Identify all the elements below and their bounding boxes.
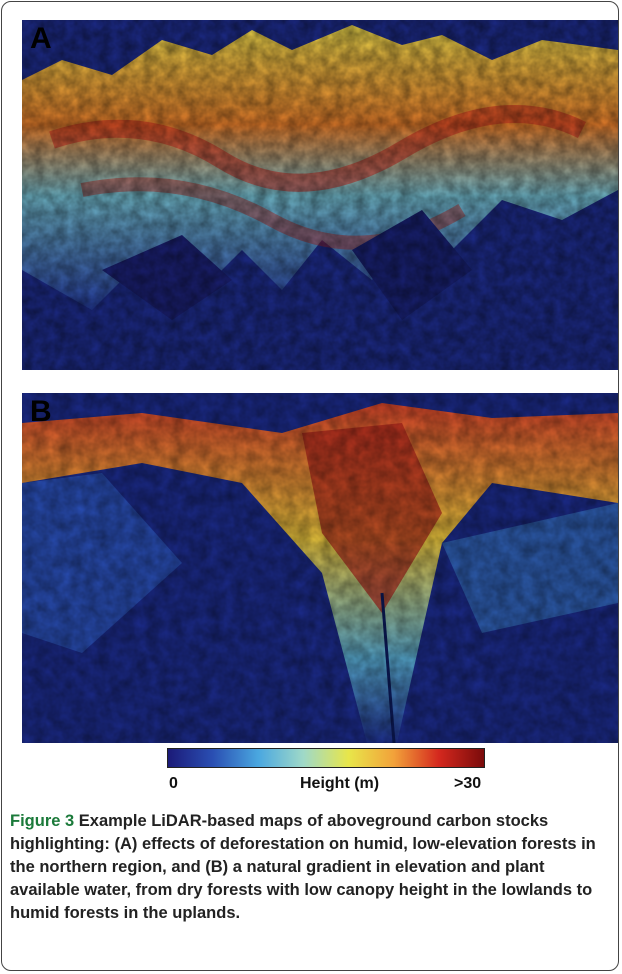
panel-label-b: B xyxy=(30,395,52,428)
figure-caption: Figure 3 Example LiDAR-based maps of abo… xyxy=(10,810,612,925)
height-colorbar xyxy=(167,748,485,768)
lidar-map-a xyxy=(22,20,618,370)
map-panel-b: B xyxy=(22,393,618,743)
panel-label-a: A xyxy=(30,22,52,55)
colorbar-max-label: >30 xyxy=(454,775,482,792)
lidar-map-b xyxy=(22,393,618,743)
map-panel-a: A xyxy=(22,20,618,370)
caption-text: Example LiDAR-based maps of aboveground … xyxy=(10,812,596,922)
colorbar-min-label: 0 xyxy=(169,775,178,792)
colorbar-title: Height (m) xyxy=(300,775,380,792)
caption-label: Figure 3 xyxy=(10,812,75,830)
